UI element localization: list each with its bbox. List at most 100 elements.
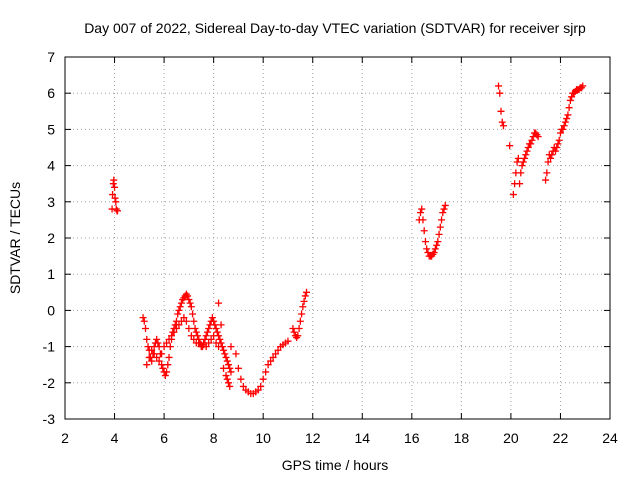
data-point [554, 140, 562, 148]
data-point [284, 337, 292, 345]
data-point [182, 317, 190, 325]
data-point [543, 169, 551, 177]
data-point [140, 317, 148, 325]
data-point [189, 310, 197, 318]
data-point [299, 303, 307, 311]
data-point [528, 136, 536, 144]
y-axis-label: SDTVAR / TECUs [7, 182, 23, 294]
data-point [527, 140, 535, 148]
data-point [145, 353, 153, 361]
data-point [163, 339, 171, 347]
data-point [296, 317, 304, 325]
data-point [272, 350, 280, 358]
data-point [213, 328, 221, 336]
data-point [519, 158, 527, 166]
data-point [264, 361, 272, 369]
data-point [517, 169, 525, 177]
data-point [222, 372, 230, 380]
data-point [165, 353, 173, 361]
data-point [579, 82, 587, 90]
data-point [185, 296, 193, 304]
data-point [416, 209, 424, 217]
data-point [109, 191, 117, 199]
data-point [202, 343, 210, 351]
data-point [211, 321, 219, 329]
y-tick-label: 2 [47, 230, 55, 246]
data-points [108, 82, 587, 398]
data-point [153, 335, 161, 343]
x-tick-label: 10 [255, 430, 271, 446]
data-point [176, 303, 184, 311]
data-point [114, 207, 122, 215]
x-tick-label: 6 [160, 430, 168, 446]
data-point [294, 332, 302, 340]
data-point [227, 343, 235, 351]
data-point [222, 353, 230, 361]
data-point [164, 361, 172, 369]
data-point [159, 364, 167, 372]
data-point [158, 361, 166, 369]
data-point [440, 205, 448, 213]
data-point [419, 216, 427, 224]
data-point [498, 118, 506, 126]
data-point [185, 325, 193, 332]
data-point [295, 325, 303, 332]
data-point [143, 361, 151, 369]
data-point [153, 353, 161, 361]
data-point [165, 335, 173, 343]
data-point [111, 194, 119, 202]
data-point [221, 350, 229, 358]
data-point [143, 335, 151, 343]
data-point [208, 314, 216, 322]
data-point [259, 375, 267, 383]
x-tick-label: 24 [602, 430, 618, 446]
data-point [436, 223, 444, 231]
data-point [239, 382, 247, 390]
data-point [190, 335, 198, 343]
data-point [552, 147, 559, 155]
y-tick-label: 3 [47, 194, 55, 210]
data-point [497, 107, 505, 115]
data-point [201, 335, 209, 343]
data-point [565, 104, 573, 112]
data-point [175, 321, 183, 329]
data-point [237, 375, 245, 383]
data-point [524, 144, 532, 151]
data-point [534, 133, 542, 141]
data-point [564, 111, 572, 119]
data-point [212, 325, 220, 332]
y-tick-label: 5 [47, 121, 55, 137]
data-point [163, 368, 171, 376]
data-point [207, 335, 215, 343]
data-point [509, 191, 517, 199]
data-point [177, 299, 185, 307]
data-point [210, 332, 218, 340]
x-axis-label: GPS time / hours [282, 457, 389, 473]
data-point [217, 321, 225, 329]
y-tick-label: -2 [43, 375, 56, 391]
data-point [148, 346, 156, 354]
data-point [226, 364, 234, 372]
data-point [544, 158, 552, 166]
data-point [568, 93, 576, 101]
data-point [303, 288, 311, 296]
data-point [226, 382, 234, 390]
data-point [300, 297, 308, 305]
data-point [516, 180, 524, 188]
data-point [187, 303, 195, 311]
data-point [496, 89, 504, 97]
data-point [172, 325, 180, 332]
y-tick-label: 1 [47, 266, 55, 282]
data-point [506, 142, 514, 150]
data-point [518, 162, 526, 170]
data-point [548, 151, 556, 159]
data-point [225, 379, 232, 387]
data-point [170, 328, 178, 336]
data-point [559, 125, 567, 133]
data-point [301, 292, 309, 300]
data-point [289, 325, 297, 332]
data-point [112, 198, 120, 206]
data-point [433, 241, 441, 249]
data-point [148, 357, 156, 365]
